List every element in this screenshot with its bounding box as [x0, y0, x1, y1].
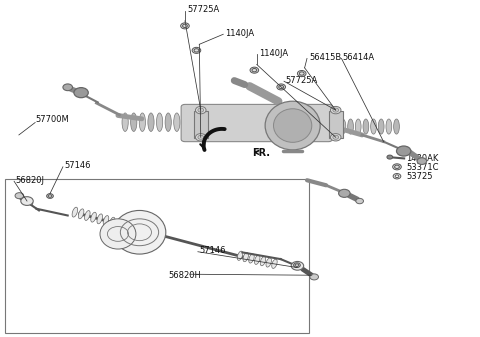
Circle shape	[333, 108, 338, 112]
Ellipse shape	[243, 252, 249, 262]
Circle shape	[338, 189, 350, 197]
Text: 57700M: 57700M	[35, 115, 69, 124]
Ellipse shape	[274, 109, 312, 142]
Ellipse shape	[237, 251, 243, 261]
Ellipse shape	[340, 119, 346, 134]
Circle shape	[330, 133, 341, 141]
Ellipse shape	[103, 216, 109, 225]
Circle shape	[180, 23, 189, 29]
Ellipse shape	[97, 214, 103, 224]
Ellipse shape	[266, 258, 272, 267]
Text: 1430AK: 1430AK	[407, 154, 439, 162]
Ellipse shape	[156, 113, 163, 131]
Bar	[328, 112, 343, 138]
Circle shape	[15, 193, 24, 199]
Ellipse shape	[260, 256, 266, 266]
Text: 56820H: 56820H	[168, 271, 201, 280]
Bar	[5, 179, 310, 333]
Text: 57146: 57146	[64, 161, 91, 170]
Ellipse shape	[348, 119, 353, 134]
Ellipse shape	[265, 101, 320, 150]
Circle shape	[277, 84, 286, 90]
Ellipse shape	[91, 212, 96, 222]
Ellipse shape	[174, 113, 180, 131]
Ellipse shape	[122, 113, 128, 131]
Text: FR.: FR.	[252, 148, 270, 158]
Circle shape	[47, 194, 53, 198]
Ellipse shape	[100, 219, 136, 249]
Ellipse shape	[72, 207, 78, 217]
Text: 1140JA: 1140JA	[259, 49, 288, 58]
Ellipse shape	[116, 219, 121, 229]
Text: 56415B: 56415B	[309, 53, 341, 62]
Ellipse shape	[165, 113, 171, 131]
Text: 56820J: 56820J	[15, 176, 44, 185]
Ellipse shape	[363, 119, 369, 134]
Ellipse shape	[109, 217, 115, 227]
Ellipse shape	[191, 113, 197, 131]
Ellipse shape	[84, 211, 90, 220]
FancyBboxPatch shape	[181, 104, 332, 142]
Text: 57146: 57146	[199, 246, 226, 255]
Circle shape	[195, 106, 206, 114]
Bar	[193, 112, 208, 138]
Text: 56414A: 56414A	[342, 53, 374, 62]
Circle shape	[396, 146, 411, 156]
Ellipse shape	[139, 113, 145, 131]
Circle shape	[387, 155, 393, 159]
Ellipse shape	[394, 119, 399, 134]
Circle shape	[250, 67, 259, 73]
Circle shape	[330, 106, 341, 114]
Circle shape	[298, 70, 306, 76]
Circle shape	[310, 274, 319, 280]
Ellipse shape	[131, 113, 137, 131]
Ellipse shape	[371, 119, 376, 134]
Circle shape	[294, 263, 300, 268]
Ellipse shape	[386, 119, 392, 134]
Circle shape	[356, 198, 363, 204]
Ellipse shape	[249, 254, 254, 263]
Ellipse shape	[254, 255, 260, 265]
Ellipse shape	[78, 209, 84, 219]
Text: 1140JA: 1140JA	[225, 29, 254, 38]
Circle shape	[195, 133, 206, 141]
Circle shape	[63, 84, 72, 91]
Text: 53371C: 53371C	[407, 163, 439, 172]
Ellipse shape	[148, 113, 154, 131]
Circle shape	[198, 108, 204, 112]
Ellipse shape	[182, 113, 189, 131]
Circle shape	[192, 47, 201, 53]
Text: 53725: 53725	[407, 172, 433, 181]
Ellipse shape	[272, 259, 277, 269]
Circle shape	[393, 164, 401, 170]
Ellipse shape	[113, 210, 166, 254]
Ellipse shape	[355, 119, 361, 134]
Circle shape	[291, 262, 304, 270]
Circle shape	[74, 88, 88, 98]
Circle shape	[21, 197, 33, 206]
Text: 57725A: 57725A	[286, 76, 318, 85]
Circle shape	[333, 135, 338, 139]
Circle shape	[417, 158, 427, 164]
Circle shape	[198, 135, 204, 139]
Text: 57725A: 57725A	[187, 5, 220, 14]
Ellipse shape	[378, 119, 384, 134]
